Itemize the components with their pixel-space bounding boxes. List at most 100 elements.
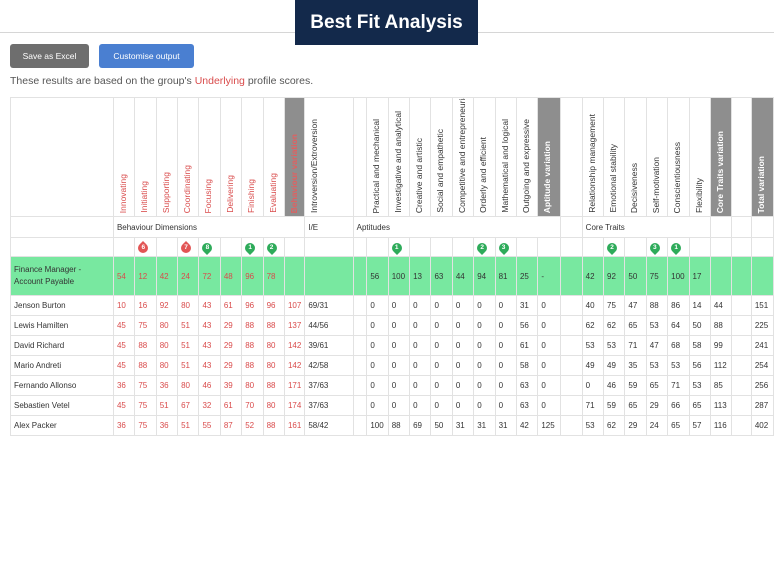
trait-score: 62 bbox=[603, 315, 626, 336]
marker-cell bbox=[10, 237, 114, 257]
ie-ratio: 37/63 bbox=[304, 395, 354, 416]
marker-cell bbox=[750, 237, 774, 257]
marker-cell bbox=[155, 237, 179, 257]
table-row[interactable]: Lewis Hamilten 45 75 80 51 43 29 88 88 137 44/56 0 0… bbox=[10, 315, 774, 336]
column-header-behaviour-label: Supporting bbox=[160, 171, 171, 213]
trait-score: 47 bbox=[645, 335, 669, 356]
aptitude-score: 0 bbox=[409, 335, 432, 356]
trait-score: 29 bbox=[645, 395, 669, 416]
info-highlight: Underlying bbox=[194, 75, 245, 87]
table-row[interactable]: David Richard 45 88 80 51 43 29 88 80 142 39/61 0 0 0… bbox=[10, 335, 774, 356]
ie-ratio: 58/42 bbox=[304, 415, 354, 436]
info-prefix: These results are based on the group's bbox=[10, 75, 195, 87]
table-row[interactable]: Mario Andreti 45 88 80 51 43 29 88 80 142 42/58 0 0 0… bbox=[10, 355, 774, 376]
row-name: Mario Andreti bbox=[10, 355, 114, 376]
trait-score: 65 bbox=[645, 375, 669, 396]
column-header-aptitude-label: Creative and artistic bbox=[414, 137, 425, 213]
behaviour-score: 88 bbox=[241, 355, 264, 376]
group-traits: Core Traits bbox=[581, 216, 711, 238]
column-header-aptitude: Creative and artistic bbox=[409, 97, 432, 217]
behaviour-score: 12 bbox=[134, 256, 157, 296]
marker-cell bbox=[560, 237, 583, 257]
row-name: Fernando Allonso bbox=[10, 375, 114, 396]
column-header-behaviour: Innovating bbox=[112, 97, 136, 217]
trait-score: 57 bbox=[688, 415, 711, 436]
customise-output-button[interactable]: Customise output bbox=[99, 44, 194, 68]
trait-score: 53 bbox=[581, 415, 605, 436]
trait-score: 65 bbox=[667, 415, 690, 436]
column-header-behaviour: Delivering bbox=[219, 97, 243, 217]
aptitude-score: 0 bbox=[451, 395, 475, 416]
ie-ratio: 37/63 bbox=[304, 375, 354, 396]
cell bbox=[560, 315, 583, 336]
rank-marker-icon: 1 bbox=[671, 242, 682, 255]
column-header-trait: Self-motivation bbox=[645, 97, 669, 217]
behaviour-variation: 161 bbox=[283, 415, 306, 436]
save-as-excel-button[interactable]: Save as Excel bbox=[10, 44, 89, 68]
trait-score: 53 bbox=[581, 335, 605, 356]
behaviour-score: 78 bbox=[262, 256, 285, 296]
column-header bbox=[731, 97, 752, 217]
cell bbox=[352, 256, 368, 296]
behaviour-score: 43 bbox=[198, 315, 221, 336]
trait-score: 49 bbox=[603, 355, 626, 376]
table-row[interactable]: Sebastien Vetel 45 75 51 67 32 61 70 80 174 37/63 0… bbox=[10, 395, 774, 416]
group-spacer bbox=[750, 216, 774, 238]
table-row[interactable]: Alex Packer 36 75 36 51 55 87 52 88 161 58/42 100 88… bbox=[10, 415, 774, 436]
column-header-behaviour: Focusing bbox=[198, 97, 221, 217]
column-header-traits-variation: Core Traits variation bbox=[709, 97, 733, 217]
aptitude-variation: 0 bbox=[537, 395, 562, 416]
trait-score: 65 bbox=[688, 395, 711, 416]
behaviour-score: 24 bbox=[177, 256, 200, 296]
aptitude-score: 0 bbox=[473, 315, 496, 336]
aptitude-variation: 0 bbox=[537, 355, 562, 376]
aptitude-score: 0 bbox=[451, 335, 475, 356]
trait-score: 92 bbox=[603, 256, 626, 296]
marker-cell: 8 bbox=[198, 237, 221, 257]
rank-marker-icon: 8 bbox=[202, 242, 213, 255]
row-name: Jenson Burton bbox=[10, 295, 114, 316]
aptitude-score: 0 bbox=[494, 295, 517, 316]
column-header-aptitude-label: Social and empathetic bbox=[435, 129, 446, 213]
trait-score: 64 bbox=[667, 315, 690, 336]
column-header-behaviour-label: Finishing bbox=[246, 178, 257, 213]
column-header bbox=[560, 97, 583, 217]
trait-score: 53 bbox=[667, 355, 690, 376]
aptitude-score: 31 bbox=[494, 415, 517, 436]
cell bbox=[352, 415, 368, 436]
trait-score: 62 bbox=[603, 415, 626, 436]
cell bbox=[352, 355, 368, 376]
table-row[interactable]: Jenson Burton 10 16 92 80 43 61 96 96 107 69/31 0 0 0… bbox=[10, 295, 774, 316]
group-row: Behaviour Dimensions I/E Aptitudes Core Tra… bbox=[10, 216, 774, 238]
aptitude-score: 0 bbox=[430, 395, 453, 416]
trait-score: 65 bbox=[624, 395, 647, 416]
aptitude-score: 0 bbox=[366, 335, 389, 356]
aptitude-score: 0 bbox=[366, 355, 389, 376]
rank-marker-icon: 2 bbox=[266, 242, 277, 255]
behaviour-score: 96 bbox=[262, 295, 285, 316]
column-header-trait: Emotional stability bbox=[603, 97, 626, 217]
aptitude-score: 0 bbox=[409, 315, 432, 336]
aptitude-score: 0 bbox=[409, 355, 432, 376]
trait-score: 24 bbox=[645, 415, 669, 436]
row-name: Lewis Hamilten bbox=[10, 315, 114, 336]
trait-score: 58 bbox=[688, 335, 711, 356]
aptitude-variation: 0 bbox=[537, 315, 562, 336]
column-header-trait: Decisiveness bbox=[624, 97, 647, 217]
aptitude-score: 100 bbox=[366, 415, 389, 436]
marker-cell bbox=[451, 237, 475, 257]
column-header-aptitude: Competitive and entrepreneurial bbox=[451, 97, 475, 217]
table-row[interactable]: Fernando Allonso 36 75 36 80 46 39 80 88 171 37/63… bbox=[10, 375, 774, 396]
aptitude-score: 56 bbox=[366, 256, 389, 296]
column-header-behaviour-label: Innovating bbox=[117, 173, 128, 213]
aptitude-score: 0 bbox=[494, 355, 517, 376]
column-header-behaviour-label: Delivering bbox=[224, 175, 235, 213]
cell bbox=[560, 335, 583, 356]
behaviour-score: 88 bbox=[241, 315, 264, 336]
aptitude-score: 0 bbox=[473, 335, 496, 356]
column-header-aptitude-label: Investigative and analytical bbox=[392, 111, 403, 213]
traits-variation: 99 bbox=[709, 335, 733, 356]
behaviour-score: 51 bbox=[177, 355, 200, 376]
behaviour-score: 42 bbox=[155, 256, 179, 296]
